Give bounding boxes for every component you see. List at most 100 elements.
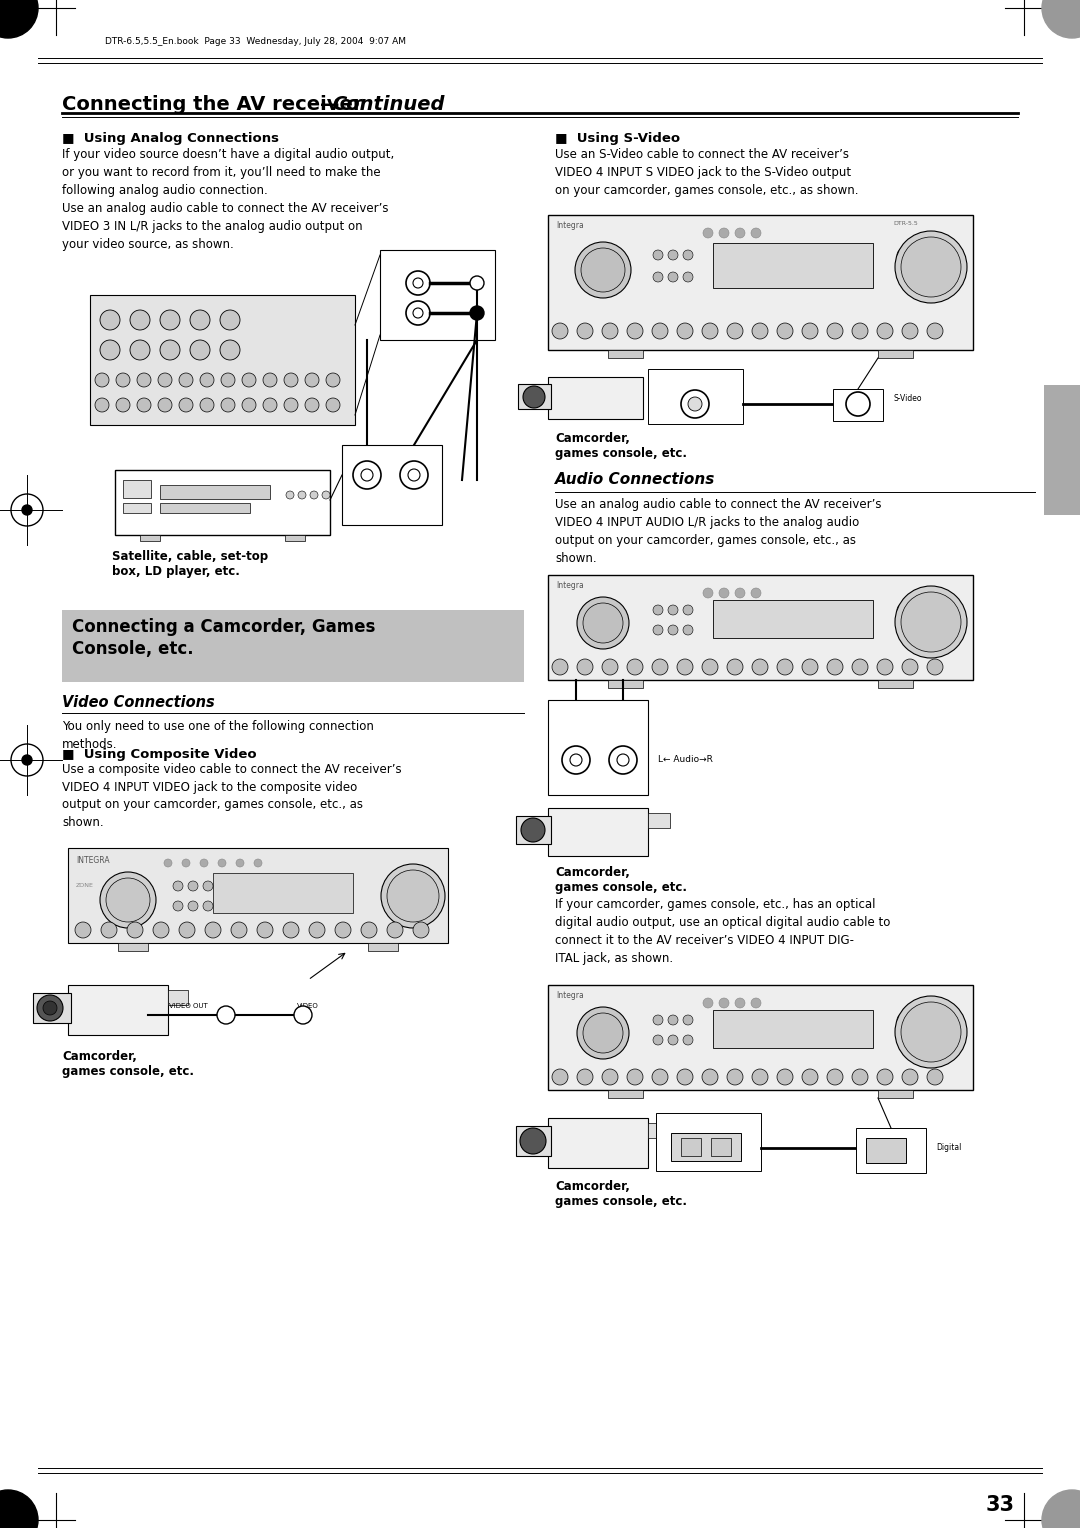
Circle shape — [286, 490, 294, 500]
Circle shape — [575, 241, 631, 298]
Text: L← Audio→R: L← Audio→R — [658, 755, 713, 764]
Text: Use an S-Video cable to connect the AV receiver’s
VIDEO 4 INPUT S VIDEO jack to : Use an S-Video cable to connect the AV r… — [555, 148, 859, 197]
Circle shape — [310, 490, 318, 500]
Bar — [713, 1010, 873, 1048]
Bar — [878, 350, 913, 358]
Circle shape — [727, 322, 743, 339]
Circle shape — [895, 996, 967, 1068]
Circle shape — [751, 998, 761, 1008]
Circle shape — [284, 397, 298, 413]
Circle shape — [309, 921, 325, 938]
Circle shape — [602, 322, 618, 339]
Text: If your video source doesn’t have a digital audio output,
or you want to record : If your video source doesn’t have a digi… — [62, 148, 394, 251]
Circle shape — [100, 310, 120, 330]
Circle shape — [400, 461, 428, 489]
Text: IN: IN — [432, 258, 442, 267]
Bar — [62, 610, 524, 681]
Text: ZONE: ZONE — [76, 883, 94, 888]
Circle shape — [137, 397, 151, 413]
Circle shape — [902, 659, 918, 675]
Circle shape — [577, 597, 629, 649]
Text: L: L — [407, 452, 413, 463]
Circle shape — [158, 373, 172, 387]
Circle shape — [846, 393, 870, 416]
Text: VIDEO 3: VIDEO 3 — [420, 325, 455, 335]
Circle shape — [877, 1070, 893, 1085]
Circle shape — [305, 373, 319, 387]
Circle shape — [751, 588, 761, 597]
Circle shape — [95, 373, 109, 387]
Text: Connecting a Camcorder, Games
Console, etc.: Connecting a Camcorder, Games Console, e… — [72, 617, 376, 659]
Circle shape — [669, 1015, 678, 1025]
Text: L: L — [561, 738, 566, 747]
Circle shape — [221, 373, 235, 387]
Circle shape — [653, 1015, 663, 1025]
Text: Connecting the AV receiver: Connecting the AV receiver — [62, 95, 363, 115]
Circle shape — [827, 322, 843, 339]
Text: Use an analog audio cable to connect the AV receiver’s
VIDEO 4 INPUT AUDIO L/R j: Use an analog audio cable to connect the… — [555, 498, 881, 565]
Circle shape — [100, 872, 156, 927]
Circle shape — [158, 397, 172, 413]
Bar — [856, 1128, 926, 1174]
Circle shape — [583, 1013, 623, 1053]
Circle shape — [0, 0, 38, 38]
Circle shape — [413, 921, 429, 938]
Text: R: R — [362, 452, 369, 463]
Circle shape — [669, 251, 678, 260]
Circle shape — [677, 322, 693, 339]
Circle shape — [702, 659, 718, 675]
Circle shape — [577, 659, 593, 675]
Circle shape — [1042, 0, 1080, 38]
Circle shape — [852, 1070, 868, 1085]
Circle shape — [927, 659, 943, 675]
Circle shape — [652, 322, 669, 339]
Circle shape — [627, 322, 643, 339]
Circle shape — [160, 341, 180, 361]
Text: DTR-6.5,5.5_En.book  Page 33  Wednesday, July 28, 2004  9:07 AM: DTR-6.5,5.5_En.book Page 33 Wednesday, J… — [105, 38, 406, 46]
Circle shape — [802, 322, 818, 339]
Circle shape — [703, 228, 713, 238]
Circle shape — [95, 397, 109, 413]
Circle shape — [702, 322, 718, 339]
Circle shape — [37, 995, 63, 1021]
Bar — [516, 816, 551, 843]
Circle shape — [75, 921, 91, 938]
Bar — [713, 243, 873, 287]
Circle shape — [203, 882, 213, 891]
Circle shape — [160, 310, 180, 330]
Text: AUDIO
OUTPUT: AUDIO OUTPUT — [581, 706, 615, 726]
Circle shape — [326, 397, 340, 413]
Circle shape — [901, 1002, 961, 1062]
Bar — [342, 445, 442, 526]
Circle shape — [153, 921, 168, 938]
Circle shape — [231, 921, 247, 938]
Circle shape — [305, 397, 319, 413]
Circle shape — [719, 998, 729, 1008]
Text: Digital: Digital — [936, 1143, 961, 1152]
Text: ■  Using Composite Video: ■ Using Composite Video — [62, 749, 257, 761]
Circle shape — [237, 859, 244, 866]
Circle shape — [552, 659, 568, 675]
Circle shape — [188, 902, 198, 911]
Bar — [285, 535, 305, 541]
Circle shape — [583, 604, 623, 643]
Bar — [608, 350, 643, 358]
Circle shape — [164, 859, 172, 866]
Circle shape — [627, 1070, 643, 1085]
Text: —: — — [320, 95, 339, 115]
Circle shape — [683, 251, 693, 260]
Text: AUDIO
OUTPUT: AUDIO OUTPUT — [375, 495, 409, 515]
Bar — [648, 368, 743, 423]
Circle shape — [902, 1070, 918, 1085]
Circle shape — [927, 322, 943, 339]
Bar — [548, 808, 648, 856]
Circle shape — [777, 659, 793, 675]
Circle shape — [130, 310, 150, 330]
Circle shape — [470, 306, 484, 319]
Text: 33: 33 — [986, 1494, 1015, 1514]
Circle shape — [173, 882, 183, 891]
Circle shape — [1042, 1490, 1080, 1528]
Circle shape — [217, 1005, 235, 1024]
Circle shape — [777, 1070, 793, 1085]
Circle shape — [413, 278, 423, 287]
